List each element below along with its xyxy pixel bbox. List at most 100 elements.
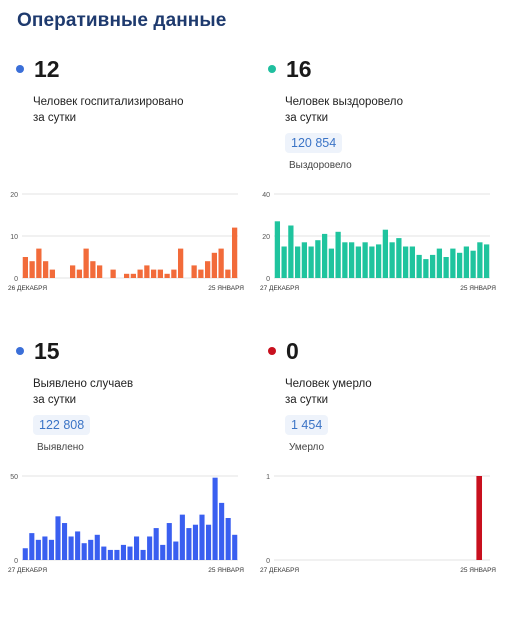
bar — [22, 548, 28, 560]
bar — [348, 242, 355, 278]
hospitalized-panel: 12 Человек госпитализировано за сутки 0 1… — [6, 56, 246, 336]
bar — [101, 546, 107, 560]
x-end-label: 25 ЯНВАРЯ — [208, 567, 244, 574]
recovered-panel: 16 Человек выздоровело за сутки 120 854 … — [258, 56, 498, 336]
y-tick-label: 20 — [262, 234, 270, 241]
x-end-label: 25 ЯНВАРЯ — [460, 567, 496, 574]
bar — [127, 546, 133, 560]
bar — [166, 523, 172, 560]
bar — [443, 257, 449, 278]
bar — [416, 254, 422, 278]
bar — [335, 231, 341, 278]
bar — [83, 248, 89, 278]
stat-row: 16 — [268, 56, 312, 82]
bar — [450, 248, 456, 278]
bar — [198, 269, 204, 278]
x-start-label: 26 ДЕКАБРЯ — [8, 285, 47, 292]
total-badge: 1 454 — [285, 415, 329, 435]
bar — [88, 539, 94, 560]
bar — [130, 273, 137, 278]
stat-row: 0 — [268, 338, 299, 364]
bar — [90, 261, 96, 278]
status-dot — [268, 347, 276, 355]
bar — [114, 549, 120, 560]
bar — [171, 269, 177, 278]
status-dot — [268, 65, 276, 73]
y-tick-label: 0 — [14, 276, 18, 283]
bar — [61, 523, 68, 560]
x-start-label: 27 ДЕКАБРЯ — [8, 567, 47, 574]
bar — [191, 265, 197, 278]
bar — [177, 248, 184, 278]
bar — [179, 514, 185, 560]
y-tick-label: 0 — [266, 276, 270, 283]
bar — [192, 524, 199, 560]
stat-description-line2: за сутки — [33, 112, 77, 124]
x-end-label: 25 ЯНВАРЯ — [208, 285, 244, 292]
cases-chart: 0 50 27 ДЕКАБРЯ 25 ЯНВАРЯ — [8, 474, 244, 574]
bar — [205, 524, 212, 560]
bar — [436, 248, 443, 278]
bar — [288, 225, 294, 278]
bar — [107, 549, 113, 560]
bar — [42, 536, 48, 560]
bar — [382, 229, 389, 278]
status-dot — [16, 65, 24, 73]
bar — [96, 265, 103, 278]
bar — [186, 528, 192, 560]
total-label: Выявлено — [37, 442, 84, 453]
bar — [463, 246, 470, 278]
y-tick-label: 0 — [14, 558, 18, 565]
stat-description-line2: за сутки — [285, 112, 329, 124]
stat-value: 15 — [34, 337, 60, 364]
bar — [42, 261, 49, 278]
bar — [389, 242, 395, 278]
y-tick-label: 50 — [10, 474, 18, 481]
total-label: Выздоровело — [289, 160, 352, 171]
x-end-label: 25 ЯНВАРЯ — [460, 285, 496, 292]
bar — [375, 244, 382, 278]
bar — [281, 246, 287, 278]
bar — [29, 533, 35, 560]
bar — [218, 248, 224, 278]
bar — [470, 250, 476, 278]
bar — [81, 543, 87, 560]
y-tick-label: 10 — [10, 234, 18, 241]
stat-description: Выявлено случаев за сутки — [33, 376, 133, 408]
stat-row: 12 — [16, 56, 60, 82]
bar — [133, 536, 140, 560]
hospitalized-chart: 0 10 20 26 ДЕКАБРЯ 25 ЯНВАРЯ — [8, 192, 244, 292]
bar — [362, 242, 368, 278]
bar — [231, 227, 238, 278]
page-title: Оперативные данные — [17, 10, 227, 31]
bar — [308, 246, 314, 278]
bar — [429, 254, 436, 278]
bar — [328, 248, 335, 278]
bar — [204, 261, 211, 278]
bar — [173, 541, 179, 560]
bar — [211, 252, 218, 278]
bar — [55, 516, 61, 560]
bar — [456, 252, 463, 278]
stat-value: 12 — [34, 55, 60, 82]
total-badge: 122 808 — [33, 415, 91, 435]
bar — [153, 528, 159, 560]
bar — [219, 502, 225, 560]
bar — [137, 269, 143, 278]
bar — [355, 246, 362, 278]
bar — [48, 539, 55, 560]
stat-description-line1: Человек выздоровело — [285, 96, 404, 108]
bar — [94, 534, 100, 560]
bar — [144, 265, 150, 278]
y-tick-label: 1 — [266, 474, 270, 481]
bar — [225, 518, 231, 560]
bar — [476, 476, 483, 560]
stat-description-line1: Человек умерло — [285, 378, 372, 390]
total-badge: 120 854 — [285, 133, 343, 153]
bar — [69, 265, 76, 278]
stat-value: 0 — [286, 337, 299, 364]
bar — [157, 269, 164, 278]
bar — [68, 536, 74, 560]
bar — [315, 240, 321, 278]
bar — [150, 269, 157, 278]
